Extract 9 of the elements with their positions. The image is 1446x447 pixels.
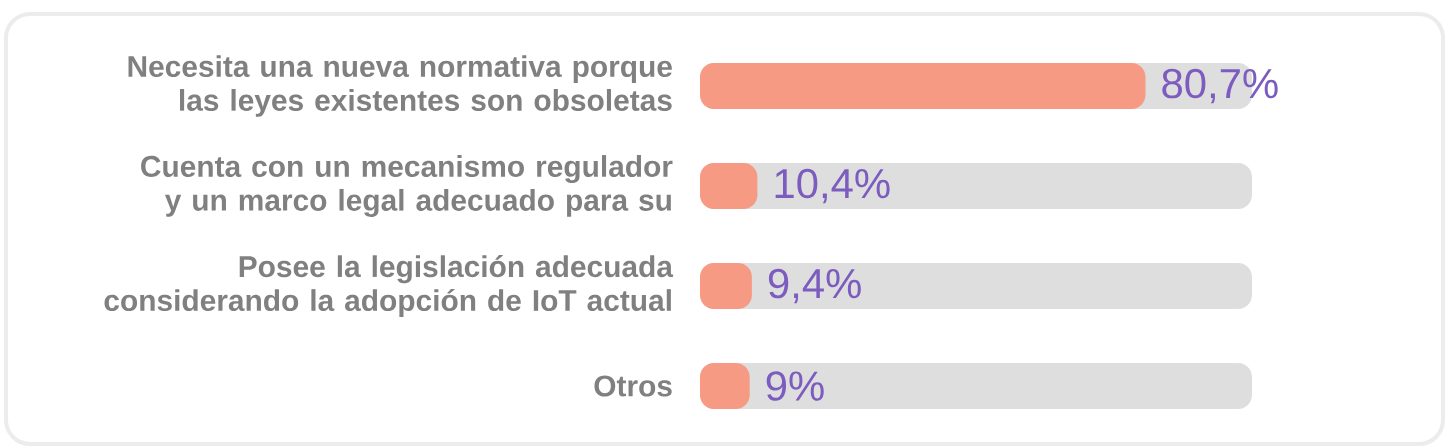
y-tick-label: Cuenta con un mecanismo regulador y un marco legal adecuado para su xyxy=(141,155,673,217)
y-tick-label: Posee la legislación adecuada considerando la adopción de IoT actual xyxy=(104,255,674,317)
data-label: 10,4% xyxy=(775,168,890,204)
data-label: 9% xyxy=(766,371,824,401)
y-tick-label: Otros xyxy=(594,375,672,397)
data-label: 80,7% xyxy=(1162,68,1278,104)
bar xyxy=(700,163,758,210)
y-tick-label: Necesita una nueva normativa porque las leyes existentes son obsoletas xyxy=(128,55,672,117)
data-label: 9,4% xyxy=(768,268,861,304)
